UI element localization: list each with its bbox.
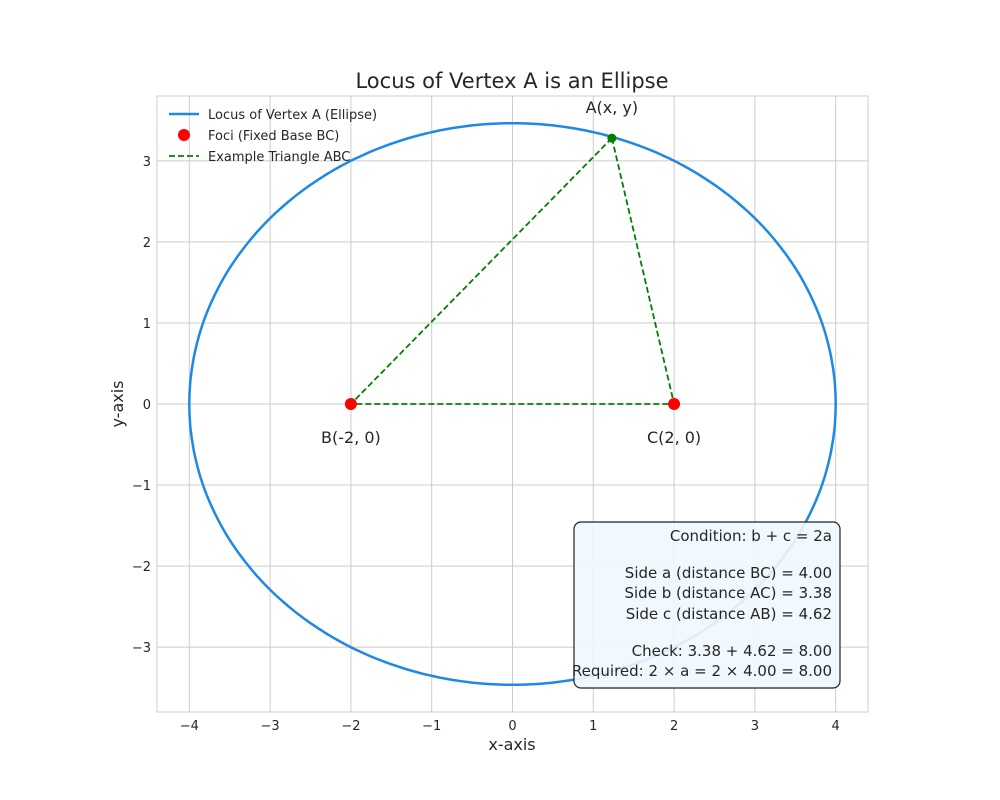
y-tick-label: −1 — [132, 479, 151, 494]
info-box-frame — [573, 521, 841, 689]
legend-ellipse-label: Locus of Vertex A (Ellipse) — [208, 108, 377, 123]
x-tick-label: 3 — [751, 719, 759, 734]
x-tick-label: 2 — [670, 719, 678, 734]
x-tick-label: 1 — [589, 719, 597, 734]
focus-point-b — [344, 398, 357, 410]
point-label: A(x, y) — [586, 98, 639, 117]
x-tick-label: −3 — [261, 719, 280, 734]
x-axis-label: x-axis — [488, 735, 535, 754]
focus-point-c — [668, 398, 681, 410]
point-label: C(2, 0) — [647, 428, 701, 447]
y-axis-label: y-axis — [108, 380, 127, 427]
info-line-required: Required: 2 × a = 2 × 4.00 = 8.00 — [572, 662, 832, 680]
triangle-abc — [348, 136, 676, 405]
y-tick-label: 1 — [143, 317, 151, 332]
x-tick-label: 0 — [508, 719, 516, 734]
x-tick-label: −1 — [422, 719, 441, 734]
legend-foci-swatch — [178, 129, 190, 141]
legend-foci-label: Foci (Fixed Base BC) — [208, 129, 339, 144]
vertex-a-point — [607, 133, 617, 143]
legend-triangle-label: Example Triangle ABC — [208, 150, 350, 165]
y-tick-label: −3 — [132, 641, 151, 656]
x-tick-label: 4 — [832, 719, 840, 734]
info-line-side-a: Side a (distance BC) = 4.00 — [625, 564, 832, 582]
x-tick-label: −2 — [341, 719, 360, 734]
info-line-side-b: Side b (distance AC) = 3.38 — [624, 584, 832, 602]
info-line-side-c: Side c (distance AB) = 4.62 — [626, 605, 832, 623]
legend: Locus of Vertex A (Ellipse) Foci (Fixed … — [169, 108, 377, 165]
x-tick-label: −4 — [180, 719, 199, 734]
info-line-check: Check: 3.38 + 4.62 = 8.00 — [632, 642, 832, 660]
y-tick-label: 0 — [143, 398, 151, 413]
point-labels: A(x, y) B(-2, 0) C(2, 0) — [321, 98, 701, 447]
y-tick-label: 3 — [143, 155, 151, 170]
chart-title: Locus of Vertex A is an Ellipse — [355, 69, 668, 93]
tick-labels: −4 −3 −2 −1 0 1 2 3 4 −3 −2 −1 0 1 2 3 — [132, 155, 840, 734]
y-tick-label: 2 — [143, 236, 151, 251]
point-label: B(-2, 0) — [321, 428, 381, 447]
plot-border — [156, 95, 869, 713]
info-line-condition: Condition: b + c = 2a — [670, 527, 832, 545]
info-box: Condition: b + c = 2a Side a (distance B… — [572, 521, 841, 689]
y-tick-label: −2 — [132, 560, 151, 575]
